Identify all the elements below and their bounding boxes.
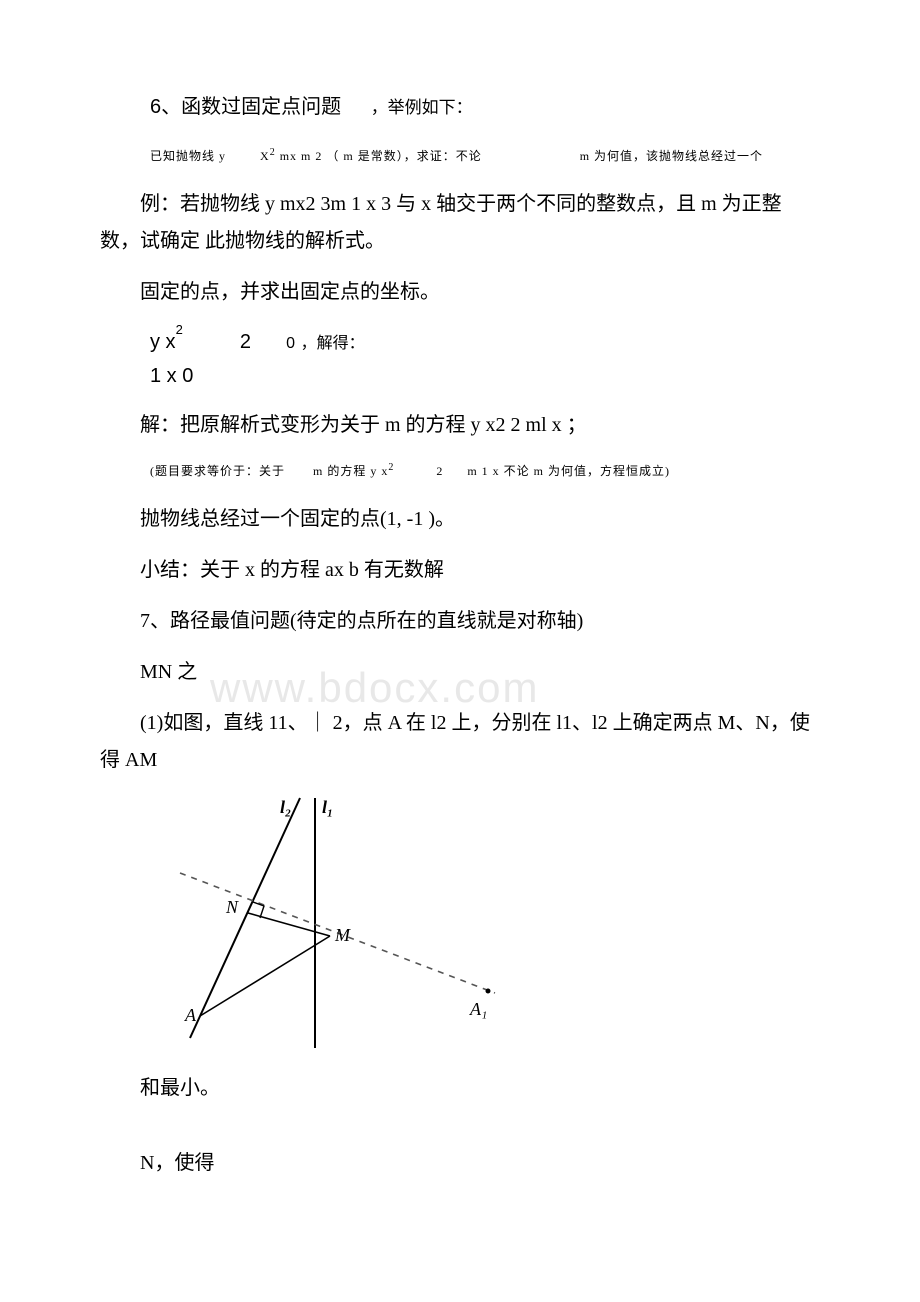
- small2-a: (题目要求等价于：关于: [150, 464, 285, 478]
- n-paragraph: N，使得: [100, 1145, 820, 1182]
- geometry-diagram: A N M A₁ l₂ l₁: [150, 793, 820, 1058]
- math-l1-sup: 2: [176, 322, 183, 337]
- small1-tail: m 为何值，该抛物线总经过一个: [580, 149, 763, 163]
- math-l1-c: 0: [286, 335, 295, 352]
- small2-sup: 2: [388, 462, 394, 473]
- math-line-1: y x2 2 0 ，解得：: [150, 325, 820, 359]
- small1-formula: X: [260, 149, 270, 163]
- heading-6: 6、函数过固定点问题 ，举例如下：: [150, 90, 820, 119]
- math-block: y x2 2 0 ，解得： 1 x 0: [150, 325, 820, 393]
- diagram-svg: A N M A₁ l₂ l₁: [150, 793, 530, 1053]
- fixed-point-paragraph: 固定的点，并求出固定点的坐标。: [100, 274, 820, 311]
- small1-prefix: 已知抛物线 y: [150, 149, 226, 163]
- watermark-region: www.bdocx.com MN 之: [100, 654, 820, 691]
- math-l1-a: y x: [150, 331, 176, 353]
- label-l1: l₁: [322, 797, 333, 817]
- small2-c: 2: [436, 464, 443, 478]
- heading-7: 7、路径最值问题(待定的点所在的直线就是对称轴): [100, 603, 820, 640]
- label-m: M: [334, 925, 351, 945]
- solve-paragraph: 解：把原解析式变形为关于 m 的方程 y x2 2 ml x ；: [100, 407, 820, 444]
- summary-paragraph: 小结：关于 x 的方程 ax b 有无数解: [100, 552, 820, 589]
- label-a1: A₁: [469, 999, 487, 1019]
- example-paragraph: 例：若抛物线 y mx2 3m 1 x 3 与 x 轴交于两个不同的整数点，且 …: [100, 186, 820, 260]
- small1-rest: mx m 2 （ m 是常数），求证：不论: [280, 149, 482, 163]
- small1-exp: 2: [270, 147, 276, 158]
- equivalence-line: (题目要求等价于：关于 m 的方程 y x2 2 m 1 x 不论 m 为何值，…: [150, 458, 820, 483]
- line-l2: [190, 798, 300, 1038]
- heading-6-main: 6、函数过固定点问题: [150, 96, 341, 118]
- sub1-paragraph: (1)如图，直线 11、｜ 2，点 A 在 l2 上，分别在 l1、l2 上确定…: [100, 705, 820, 779]
- given-parabola-line: 已知抛物线 y X2 mx m 2 （ m 是常数），求证：不论 m 为何值，该…: [150, 143, 820, 168]
- small2-d: m 1 x 不论 m 为何值，方程恒成立): [467, 464, 670, 478]
- label-n: N: [225, 897, 239, 917]
- small2-b: m 的方程 y x: [313, 464, 388, 478]
- math-l1-b: 2: [240, 331, 251, 353]
- label-a: A: [184, 1005, 197, 1025]
- min-paragraph: 和最小。: [100, 1070, 820, 1107]
- mn-paragraph: MN 之: [100, 654, 820, 691]
- conclusion-paragraph: 抛物线总经过一个固定的点(1, -1 )。: [100, 501, 820, 538]
- point-a1: [486, 988, 491, 993]
- math-line-2: 1 x 0: [150, 359, 820, 393]
- label-l2: l₂: [280, 797, 291, 817]
- math-l1-tail: ，解得：: [301, 335, 365, 352]
- heading-6-suffix: ，举例如下：: [371, 98, 473, 117]
